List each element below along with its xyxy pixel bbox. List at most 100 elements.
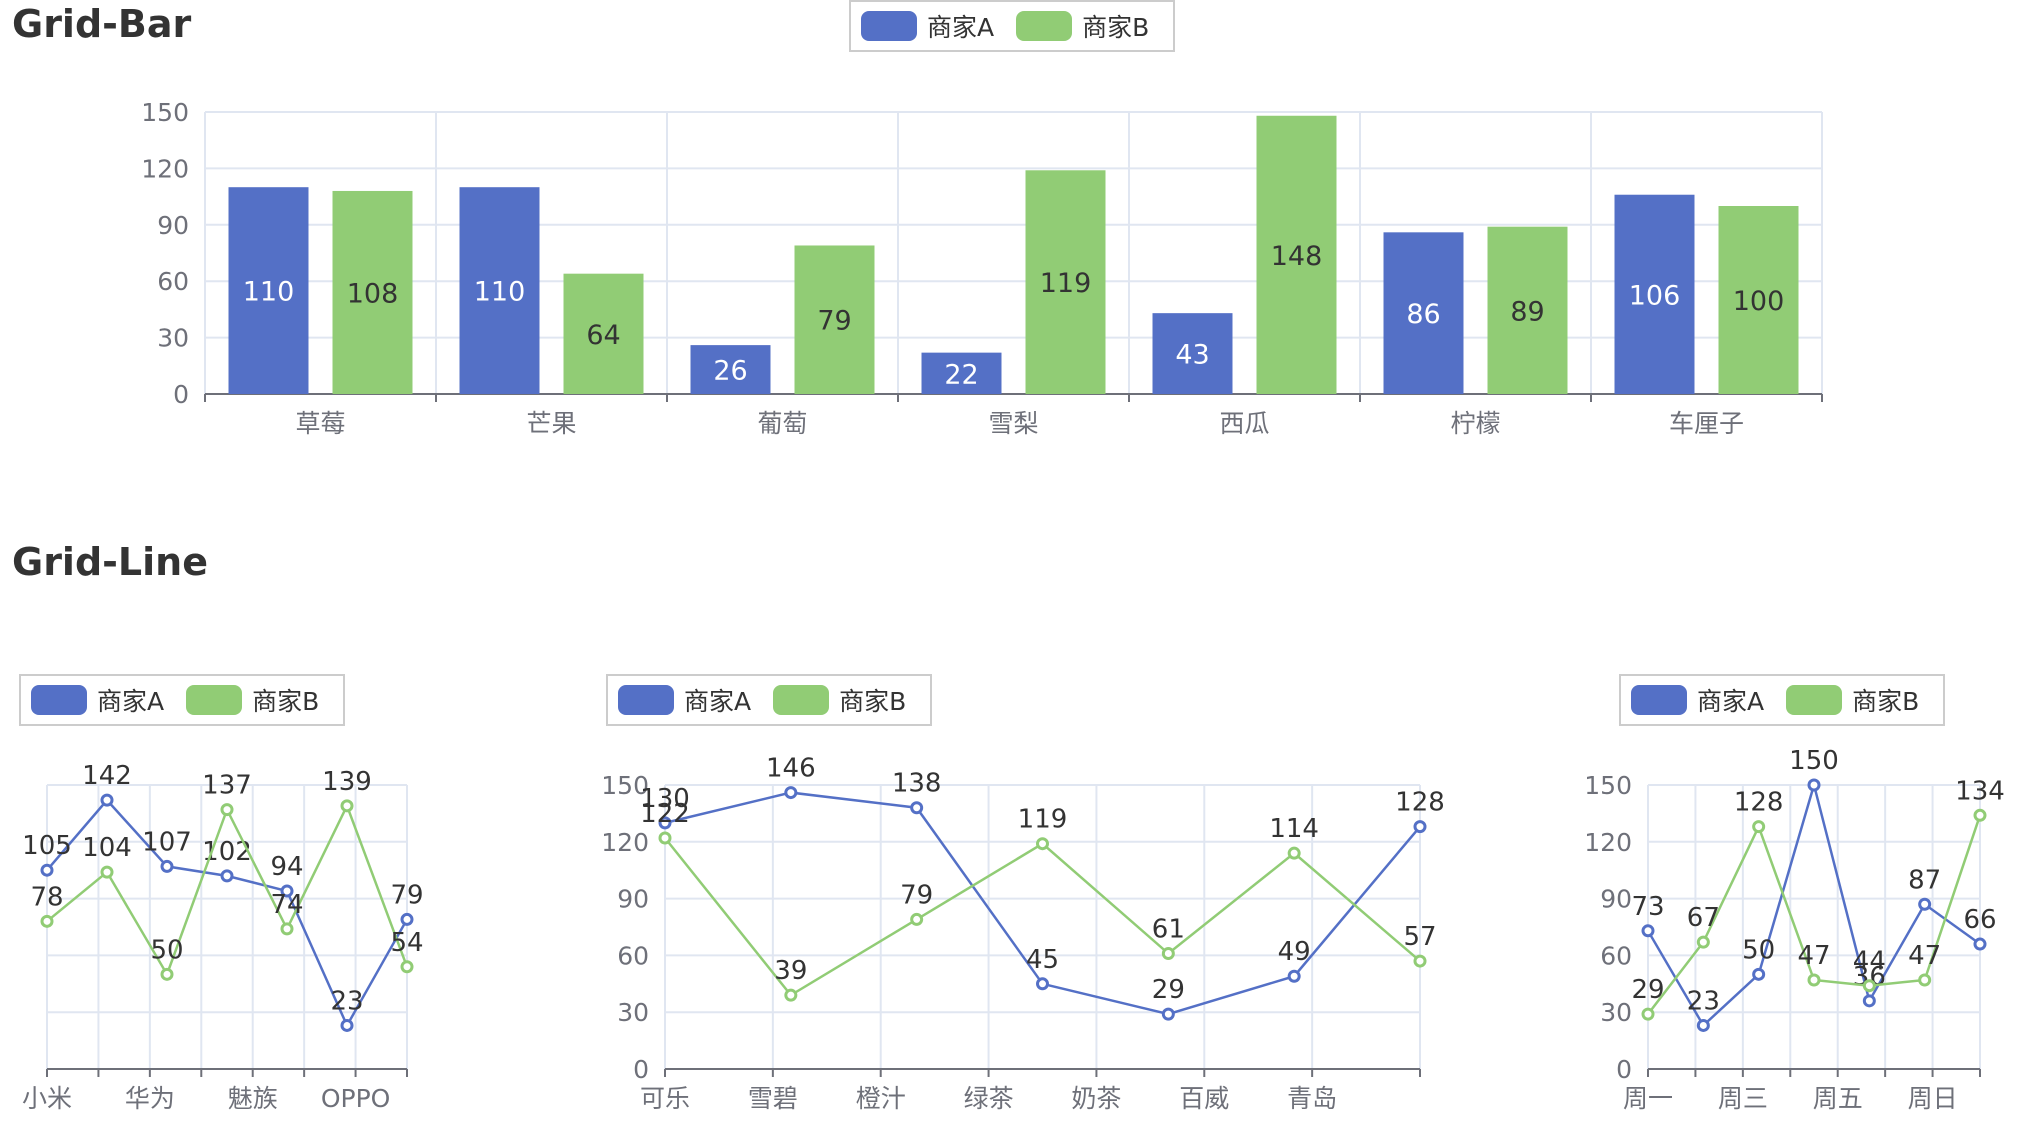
bar-value-label: 22 — [944, 359, 978, 390]
data-point — [220, 803, 234, 817]
data-point — [400, 912, 414, 926]
bar — [1487, 226, 1568, 394]
x-tick-label: 周三 — [1718, 1084, 1768, 1113]
bar-value-label: 100 — [1733, 286, 1785, 317]
legend-swatch-b — [773, 685, 830, 715]
bar-value-label: 110 — [474, 277, 526, 308]
x-tick-label: 小米 — [22, 1084, 72, 1113]
point-value-label: 128 — [1395, 788, 1445, 818]
y-tick-label: 60 — [1600, 941, 1632, 970]
data-point — [1036, 837, 1049, 851]
y-tick-label: 0 — [633, 1055, 649, 1084]
legend-swatch-a — [31, 685, 87, 715]
x-tick-label: 可乐 — [640, 1084, 690, 1113]
bar — [690, 345, 771, 394]
legend-item-b[interactable]: 商家B — [1016, 8, 1149, 44]
bar — [1256, 115, 1337, 394]
bar — [921, 352, 1002, 394]
x-tick-label: OPPO — [321, 1084, 391, 1113]
x-tick-label: 青岛 — [1287, 1084, 1337, 1113]
point-value-label: 73 — [1631, 892, 1664, 922]
data-point — [1696, 1018, 1710, 1032]
legend-label-b: 商家B — [252, 687, 320, 716]
y-tick-label: 60 — [617, 941, 649, 970]
data-point — [784, 786, 798, 800]
point-value-label: 74 — [270, 890, 303, 920]
x-tick-label: 华为 — [125, 1084, 175, 1113]
bar-value-label: 79 — [817, 306, 851, 337]
data-point — [220, 869, 234, 883]
point-value-label: 50 — [1742, 935, 1775, 965]
legend-item-b[interactable]: 商家B — [186, 682, 319, 718]
point-value-label: 130 — [640, 784, 690, 814]
point-value-label: 29 — [1152, 975, 1185, 1005]
data-point — [1641, 1007, 1655, 1021]
data-point — [100, 865, 114, 879]
point-value-label: 54 — [390, 928, 423, 958]
data-point — [340, 799, 354, 813]
bar-value-label: 64 — [586, 320, 620, 351]
x-tick-label: 车厘子 — [1669, 409, 1744, 438]
bar-legend[interactable]: 商家A 商家B — [849, 0, 1175, 52]
point-value-label: 50 — [150, 935, 183, 965]
point-value-label: 79 — [900, 880, 933, 910]
data-point — [1413, 820, 1427, 834]
legend-item-a[interactable]: 商家A — [618, 682, 751, 718]
point-value-label: 94 — [270, 852, 303, 882]
legend-label-a: 商家A — [927, 13, 995, 42]
x-tick-label: 魅族 — [228, 1084, 278, 1113]
data-point — [280, 922, 294, 936]
y-tick-label: 150 — [601, 771, 649, 800]
bar — [1152, 313, 1233, 394]
data-point — [160, 859, 174, 873]
y-tick-label: 90 — [157, 211, 189, 240]
y-tick-label: 120 — [601, 828, 649, 857]
data-point — [160, 967, 174, 981]
bar-value-label: 108 — [347, 278, 399, 309]
legend-swatch-b — [1786, 685, 1843, 715]
bar-value-label: 26 — [713, 356, 747, 387]
y-tick-label: 60 — [157, 267, 189, 296]
legend-item-b[interactable]: 商家B — [1786, 682, 1919, 718]
legend-item-a[interactable]: 商家A — [861, 8, 994, 44]
legend-item-a[interactable]: 商家A — [31, 682, 164, 718]
bar-value-label: 43 — [1175, 340, 1209, 371]
bar — [1614, 194, 1695, 394]
x-tick-label: 西瓜 — [1219, 409, 1269, 438]
legend-label-a: 商家A — [684, 687, 752, 716]
point-value-label: 87 — [1908, 865, 1941, 895]
point-value-label: 47 — [1797, 941, 1830, 971]
data-point — [40, 863, 54, 877]
data-point — [658, 831, 672, 845]
data-point — [1918, 973, 1932, 987]
bar-value-label: 148 — [1271, 241, 1323, 272]
legend-label-b: 商家B — [1852, 687, 1920, 716]
point-value-label: 128 — [1734, 788, 1784, 818]
series-line — [46, 802, 409, 978]
bar — [1718, 206, 1799, 394]
legend-swatch-b — [186, 685, 243, 715]
y-tick-label: 120 — [1584, 828, 1632, 857]
x-tick-label: 周日 — [1908, 1084, 1958, 1113]
legend-item-a[interactable]: 商家A — [1631, 682, 1764, 718]
bar-value-label: 106 — [1629, 280, 1681, 311]
x-tick-label: 周一 — [1623, 1084, 1673, 1113]
legend-swatch-a — [618, 685, 674, 715]
data-point — [1918, 897, 1932, 911]
data-point — [1862, 994, 1876, 1008]
legend-item-b[interactable]: 商家B — [773, 682, 906, 718]
line1-legend[interactable]: 商家A 商家B — [19, 674, 345, 726]
point-value-label: 139 — [322, 767, 372, 797]
y-tick-label: 150 — [141, 98, 189, 127]
line2-legend[interactable]: 商家A 商家B — [606, 674, 932, 726]
y-tick-label: 0 — [1616, 1055, 1632, 1084]
bar-section-title: Grid-Bar — [12, 2, 192, 46]
bar-value-label: 86 — [1406, 299, 1440, 330]
x-tick-label: 奶茶 — [1071, 1084, 1121, 1113]
line3-legend[interactable]: 商家A 商家B — [1619, 674, 1945, 726]
data-point — [1641, 924, 1655, 938]
data-point — [1862, 979, 1876, 993]
x-tick-label: 雪梨 — [988, 409, 1038, 438]
data-point — [1807, 973, 1821, 987]
